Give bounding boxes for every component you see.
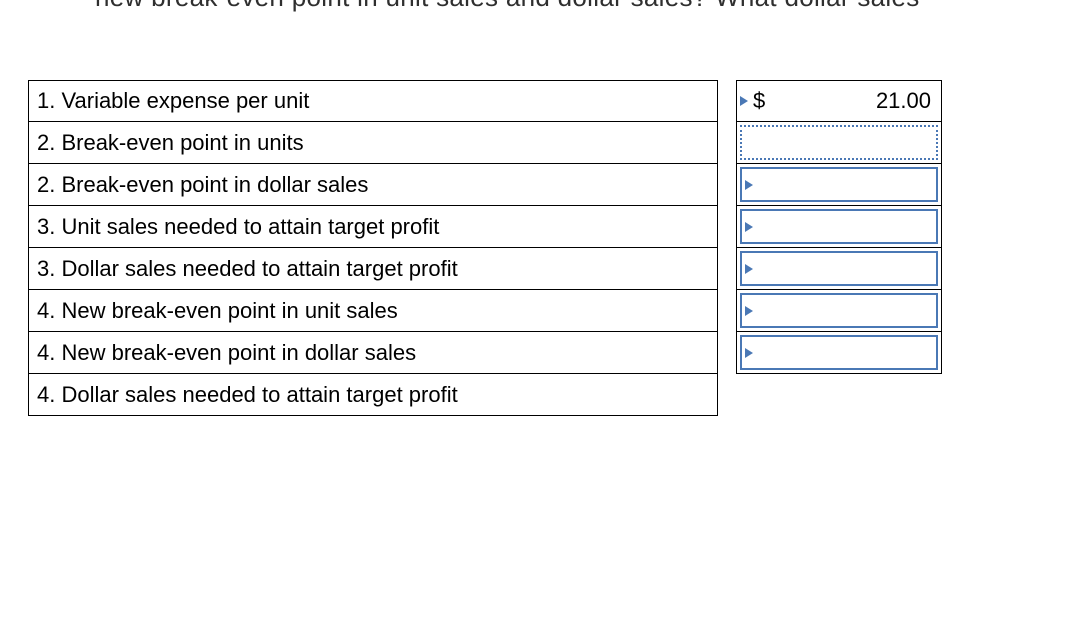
value-cell[interactable] [736, 247, 942, 290]
input-outline[interactable] [740, 335, 938, 370]
row-label: 3. Unit sales needed to attain target pr… [28, 205, 718, 248]
input-outline[interactable] [740, 167, 938, 202]
currency-symbol: $ [753, 88, 765, 114]
triangle-icon [740, 96, 748, 106]
value-cell[interactable] [736, 121, 942, 164]
input-outline[interactable] [740, 209, 938, 244]
table-row: 4. New break-even point in unit sales [28, 290, 943, 332]
column-gap [718, 164, 736, 206]
row-label: 2. Break-even point in dollar sales [28, 163, 718, 206]
triangle-icon [745, 222, 753, 232]
column-gap [718, 122, 736, 164]
value-cell[interactable] [736, 331, 942, 374]
column-gap [718, 206, 736, 248]
table-row: 3. Dollar sales needed to attain target … [28, 248, 943, 290]
column-gap [718, 80, 736, 122]
table-row: 4. New break-even point in dollar sales [28, 332, 943, 374]
triangle-icon [745, 348, 753, 358]
row-label: 4. New break-even point in unit sales [28, 289, 718, 332]
input-outline[interactable] [740, 293, 938, 328]
triangle-icon [745, 306, 753, 316]
triangle-icon [745, 180, 753, 190]
table-row: 1. Variable expense per unit $ 21.00 [28, 80, 943, 122]
column-gap [718, 332, 736, 374]
column-gap [718, 374, 736, 416]
row-label: 4. Dollar sales needed to attain target … [28, 373, 718, 416]
input-outline-dotted[interactable] [740, 125, 938, 160]
table-row: 3. Unit sales needed to attain target pr… [28, 206, 943, 248]
value-cell[interactable] [736, 289, 942, 332]
value-cell[interactable]: $ 21.00 [736, 80, 942, 122]
column-gap [718, 248, 736, 290]
value-cell[interactable] [736, 205, 942, 248]
row-label: 3. Dollar sales needed to attain target … [28, 247, 718, 290]
row-label: 4. New break-even point in dollar sales [28, 331, 718, 374]
column-gap [718, 290, 736, 332]
table-row: 2. Break-even point in units [28, 122, 943, 164]
amount-value: 21.00 [876, 88, 931, 114]
value-cell[interactable] [736, 163, 942, 206]
table-row: 2. Break-even point in dollar sales [28, 164, 943, 206]
table-row: 4. Dollar sales needed to attain target … [28, 374, 943, 416]
answer-table: 1. Variable expense per unit $ 21.00 2. … [28, 80, 943, 416]
value-cell-empty [736, 373, 942, 416]
triangle-icon [745, 264, 753, 274]
input-outline[interactable] [740, 251, 938, 286]
row-label: 1. Variable expense per unit [28, 80, 718, 122]
row-label: 2. Break-even point in units [28, 121, 718, 164]
clipped-header-text: new break-even point in unit sales and d… [95, 0, 920, 13]
